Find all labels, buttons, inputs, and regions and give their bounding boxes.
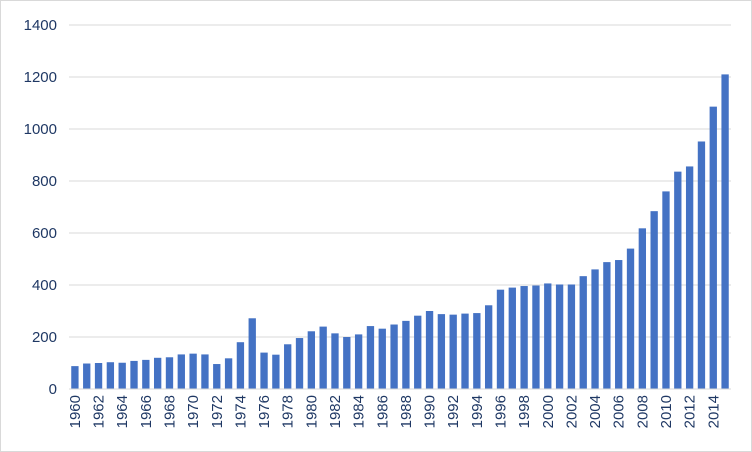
x-tick-label: 1968 bbox=[161, 395, 178, 428]
y-tick-label: 1000 bbox=[24, 121, 57, 138]
bar-1975 bbox=[248, 318, 256, 389]
bar-1968 bbox=[165, 357, 174, 389]
bar-2015 bbox=[721, 74, 729, 390]
bar-1971 bbox=[201, 354, 209, 389]
bar-1976 bbox=[260, 352, 268, 389]
x-tick-label: 1990 bbox=[422, 395, 439, 428]
bar-1972 bbox=[213, 364, 221, 389]
x-tick-label: 1964 bbox=[114, 395, 131, 428]
bar-1984 bbox=[354, 334, 363, 389]
bar-1997 bbox=[508, 287, 516, 389]
y-tick-label: 200 bbox=[32, 329, 57, 346]
bar-2003 bbox=[579, 276, 587, 389]
bar-1980 bbox=[307, 331, 316, 389]
x-tick-label: 1970 bbox=[185, 395, 202, 428]
bar-1966 bbox=[142, 359, 150, 389]
x-tick-label: 1962 bbox=[91, 395, 108, 428]
x-tick-label: 1998 bbox=[516, 395, 533, 428]
x-tick-label: 2010 bbox=[658, 395, 675, 428]
bar-1999 bbox=[532, 285, 540, 389]
bar-1989 bbox=[414, 315, 422, 389]
bar-1996 bbox=[496, 289, 505, 389]
bar-2010 bbox=[662, 191, 670, 389]
x-tick-label: 2004 bbox=[587, 395, 604, 428]
bar-1981 bbox=[319, 326, 327, 389]
x-tick-label: 1984 bbox=[351, 395, 368, 428]
bar-2011 bbox=[674, 171, 682, 389]
gridlines bbox=[69, 24, 731, 338]
bar-2002 bbox=[567, 284, 576, 389]
y-tick-label: 800 bbox=[32, 173, 57, 190]
bar-1973 bbox=[224, 358, 233, 389]
bar-1982 bbox=[331, 333, 339, 389]
x-tick-label: 1960 bbox=[67, 395, 84, 428]
y-axis-ticks: 0 200 400 600 800 1000 1200 1400 bbox=[24, 17, 57, 398]
bar-1963 bbox=[106, 362, 115, 389]
bar-2007 bbox=[626, 248, 635, 389]
bar-2000 bbox=[544, 283, 552, 389]
x-tick-label: 1974 bbox=[232, 395, 249, 428]
bar-1961 bbox=[83, 363, 91, 389]
bar-1988 bbox=[402, 320, 410, 389]
bar-1974 bbox=[236, 342, 245, 389]
x-tick-label: 1978 bbox=[280, 395, 297, 428]
x-tick-label: 2012 bbox=[682, 395, 699, 428]
bar-1965 bbox=[130, 360, 138, 389]
x-axis-ticks: 1960 1962 1964 1966 1968 1970 1972 1974 1976 1978… bbox=[67, 395, 722, 428]
x-tick-label: 2006 bbox=[611, 395, 628, 428]
bar-2009 bbox=[650, 211, 658, 389]
bar-2006 bbox=[615, 260, 623, 389]
bar-1967 bbox=[153, 357, 162, 389]
bar-2014 bbox=[709, 106, 717, 389]
bar-2013 bbox=[697, 141, 706, 389]
bar-1994 bbox=[473, 313, 481, 389]
bar-2005 bbox=[603, 262, 611, 389]
x-tick-label: 1992 bbox=[445, 395, 462, 428]
y-tick-label: 400 bbox=[32, 277, 57, 294]
bar-2004 bbox=[591, 269, 599, 389]
bar-1964 bbox=[118, 362, 126, 389]
bar-2008 bbox=[638, 228, 647, 389]
bar-1970 bbox=[189, 353, 197, 389]
bars bbox=[71, 74, 729, 390]
x-tick-label: 1976 bbox=[256, 395, 273, 428]
bar-1985 bbox=[366, 326, 375, 389]
bar-1979 bbox=[295, 338, 304, 389]
x-tick-label: 1994 bbox=[469, 395, 486, 428]
x-tick-label: 1982 bbox=[327, 395, 344, 428]
bar-1960 bbox=[71, 366, 79, 389]
bar-1969 bbox=[177, 354, 185, 389]
x-tick-label: 1972 bbox=[209, 395, 226, 428]
x-tick-label: 2000 bbox=[540, 395, 557, 428]
x-tick-label: 2002 bbox=[563, 395, 580, 428]
x-tick-label: 1986 bbox=[374, 395, 391, 428]
bar-2001 bbox=[555, 284, 564, 389]
y-tick-label: 0 bbox=[49, 381, 57, 398]
y-tick-label: 600 bbox=[32, 225, 57, 242]
x-tick-label: 2014 bbox=[705, 395, 722, 428]
x-tick-label: 1988 bbox=[398, 395, 415, 428]
x-tick-label: 1980 bbox=[303, 395, 320, 428]
x-tick-label: 1996 bbox=[492, 395, 509, 428]
bar-1993 bbox=[461, 313, 469, 389]
x-tick-label: 2008 bbox=[634, 395, 651, 428]
bar-1978 bbox=[284, 344, 292, 389]
bar-2012 bbox=[685, 166, 694, 389]
y-tick-label: 1400 bbox=[24, 17, 57, 34]
bar-1991 bbox=[437, 314, 446, 389]
x-tick-label: 1966 bbox=[138, 395, 155, 428]
bar-1986 bbox=[378, 328, 386, 389]
bar-1998 bbox=[520, 286, 528, 389]
bar-1990 bbox=[425, 311, 434, 389]
bar-1995 bbox=[484, 305, 493, 389]
bar-1983 bbox=[343, 337, 351, 389]
y-tick-label: 1200 bbox=[24, 69, 57, 86]
bar-1977 bbox=[272, 354, 280, 389]
bar-1992 bbox=[449, 314, 457, 389]
bar-1987 bbox=[390, 324, 398, 389]
bar-1962 bbox=[94, 363, 103, 389]
